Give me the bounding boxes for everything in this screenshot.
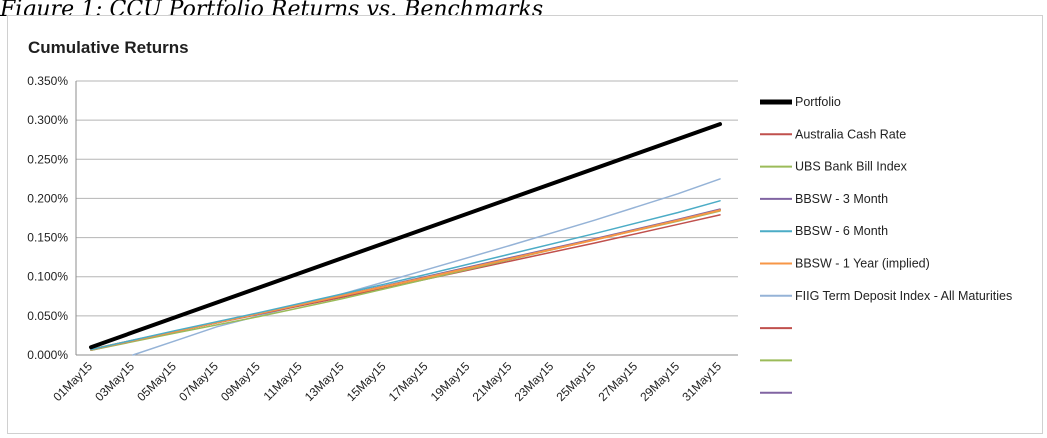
y-tick-label: 0.150% <box>27 231 68 245</box>
legend-label: BBSW - 1 Year (implied) <box>795 257 930 271</box>
x-tick-label: 29May15 <box>637 359 682 404</box>
legend-label: Portfolio <box>795 95 841 109</box>
x-tick-label: 23May15 <box>512 359 557 404</box>
x-tick-label: 25May15 <box>554 359 599 404</box>
x-tick-label: 19May15 <box>428 359 473 404</box>
series-line-0 <box>89 122 722 350</box>
cumulative-returns-chart: Cumulative Returns 0.000% 0.050% 0.100% 0.1… <box>27 38 1012 404</box>
legend-label: Australia Cash Rate <box>795 127 906 141</box>
legend: Portfolio Australia Cash Rate UBS Bank Bil… <box>760 95 1012 394</box>
y-axis-ticks: 0.000% 0.050% 0.100% 0.150% 0.200% 0.250% 0.30… <box>27 74 68 362</box>
legend-label: BBSW - 3 Month <box>795 192 888 206</box>
y-tick-label: 0.100% <box>27 270 68 284</box>
x-tick-label: 17May15 <box>386 359 431 404</box>
y-tick-label: 0.050% <box>27 309 68 323</box>
y-tick-label: 0.250% <box>27 152 68 166</box>
x-tick-label: 27May15 <box>595 359 640 404</box>
legend-label: FIIG Term Deposit Index - All Maturities <box>795 289 1012 303</box>
x-tick-label: 01May15 <box>50 359 95 404</box>
x-tick-label: 21May15 <box>470 359 515 404</box>
y-tick-label: 0.200% <box>27 191 68 205</box>
y-tick-label: 0.000% <box>27 348 68 362</box>
x-tick-label: 31May15 <box>679 359 724 404</box>
x-tick-label: 13May15 <box>302 359 347 404</box>
chart-container: Cumulative Returns 0.000% 0.050% 0.100% 0.1… <box>7 15 1043 434</box>
y-tick-label: 0.300% <box>27 113 68 127</box>
legend-label: UBS Bank Bill Index <box>795 160 908 174</box>
x-tick-label: 15May15 <box>344 359 389 404</box>
series-line-5 <box>90 209 721 351</box>
x-tick-label: 07May15 <box>176 359 221 404</box>
x-tick-label: 05May15 <box>134 359 179 404</box>
x-tick-label: 03May15 <box>92 359 137 404</box>
series-lines <box>89 122 722 356</box>
chart-title: Cumulative Returns <box>28 38 189 57</box>
series-line-6 <box>132 178 721 356</box>
x-tick-label: 11May15 <box>261 359 305 403</box>
gridlines <box>75 80 738 356</box>
legend-label: BBSW - 6 Month <box>795 224 888 238</box>
x-axis-ticks: 01May1503May1505May1507May1509May1511May… <box>50 359 724 404</box>
series-line-4 <box>90 200 721 351</box>
x-tick-label: 09May15 <box>218 359 263 404</box>
y-tick-label: 0.350% <box>27 74 68 88</box>
